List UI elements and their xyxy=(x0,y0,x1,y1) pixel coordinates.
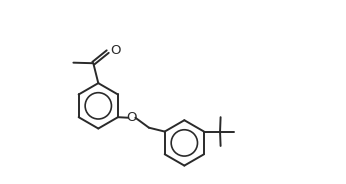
Text: O: O xyxy=(110,44,121,57)
Text: O: O xyxy=(127,111,137,124)
